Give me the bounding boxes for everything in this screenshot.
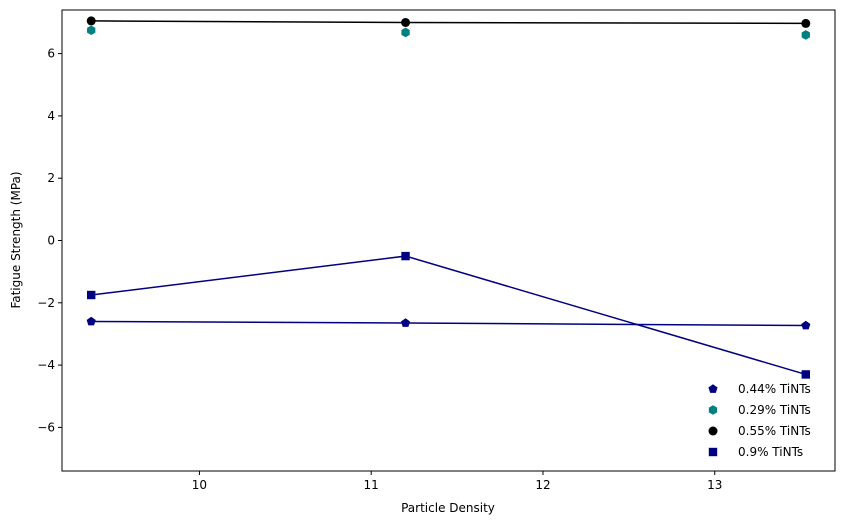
plot-area xyxy=(62,10,835,471)
x-axis-ticks: 10 11 12 13 xyxy=(192,471,722,492)
data-point-0-44-tints xyxy=(400,318,411,327)
legend-marker xyxy=(708,447,718,457)
legend: 0.44% TiNTs 0.29% TiNTs 0.55% TiNTs 0.9% Ti… xyxy=(708,382,811,459)
x-tick-label: 12 xyxy=(535,478,550,492)
legend-label: 0.44% TiNTs xyxy=(738,382,811,396)
y-tick-label: 0 xyxy=(47,234,55,248)
x-tick-label: 11 xyxy=(364,478,379,492)
x-tick-label: 13 xyxy=(707,478,722,492)
y-tick-label: 6 xyxy=(47,47,55,61)
y-tick-label: −6 xyxy=(37,420,55,434)
y-tick-label: −4 xyxy=(37,358,55,372)
legend-label: 0.9% TiNTs xyxy=(738,445,803,459)
data-point-0-9-tints xyxy=(87,290,96,300)
data-point-0-55-tints xyxy=(401,17,411,27)
series-layer xyxy=(86,16,811,379)
data-point-0-44-tints xyxy=(86,316,96,326)
data-point-0-55-tints xyxy=(86,16,96,26)
legend-label: 0.55% TiNTs xyxy=(738,424,811,438)
y-tick-label: −2 xyxy=(37,296,55,310)
data-point-0-29-tints xyxy=(87,25,96,36)
y-axis-ticks: −6 −4 −2 0 2 4 6 xyxy=(37,47,62,434)
data-point-0-44-tints xyxy=(801,320,811,330)
x-tick-label: 10 xyxy=(192,478,207,492)
data-point-0-55-tints xyxy=(801,18,811,28)
y-tick-label: 4 xyxy=(47,109,55,123)
legend-marker xyxy=(708,426,718,436)
y-tick-label: 2 xyxy=(47,171,55,185)
data-point-0-9-tints xyxy=(801,370,810,379)
legend-label: 0.29% TiNTs xyxy=(738,403,811,417)
legend-marker xyxy=(708,405,718,415)
data-point-0-29-tints xyxy=(401,27,410,38)
y-axis-label: Fatigue Strength (MPa) xyxy=(9,171,23,308)
data-point-0-9-tints xyxy=(401,251,410,261)
x-axis-label: Particle Density xyxy=(401,501,495,515)
legend-marker xyxy=(708,384,718,393)
data-point-0-29-tints xyxy=(801,30,810,40)
